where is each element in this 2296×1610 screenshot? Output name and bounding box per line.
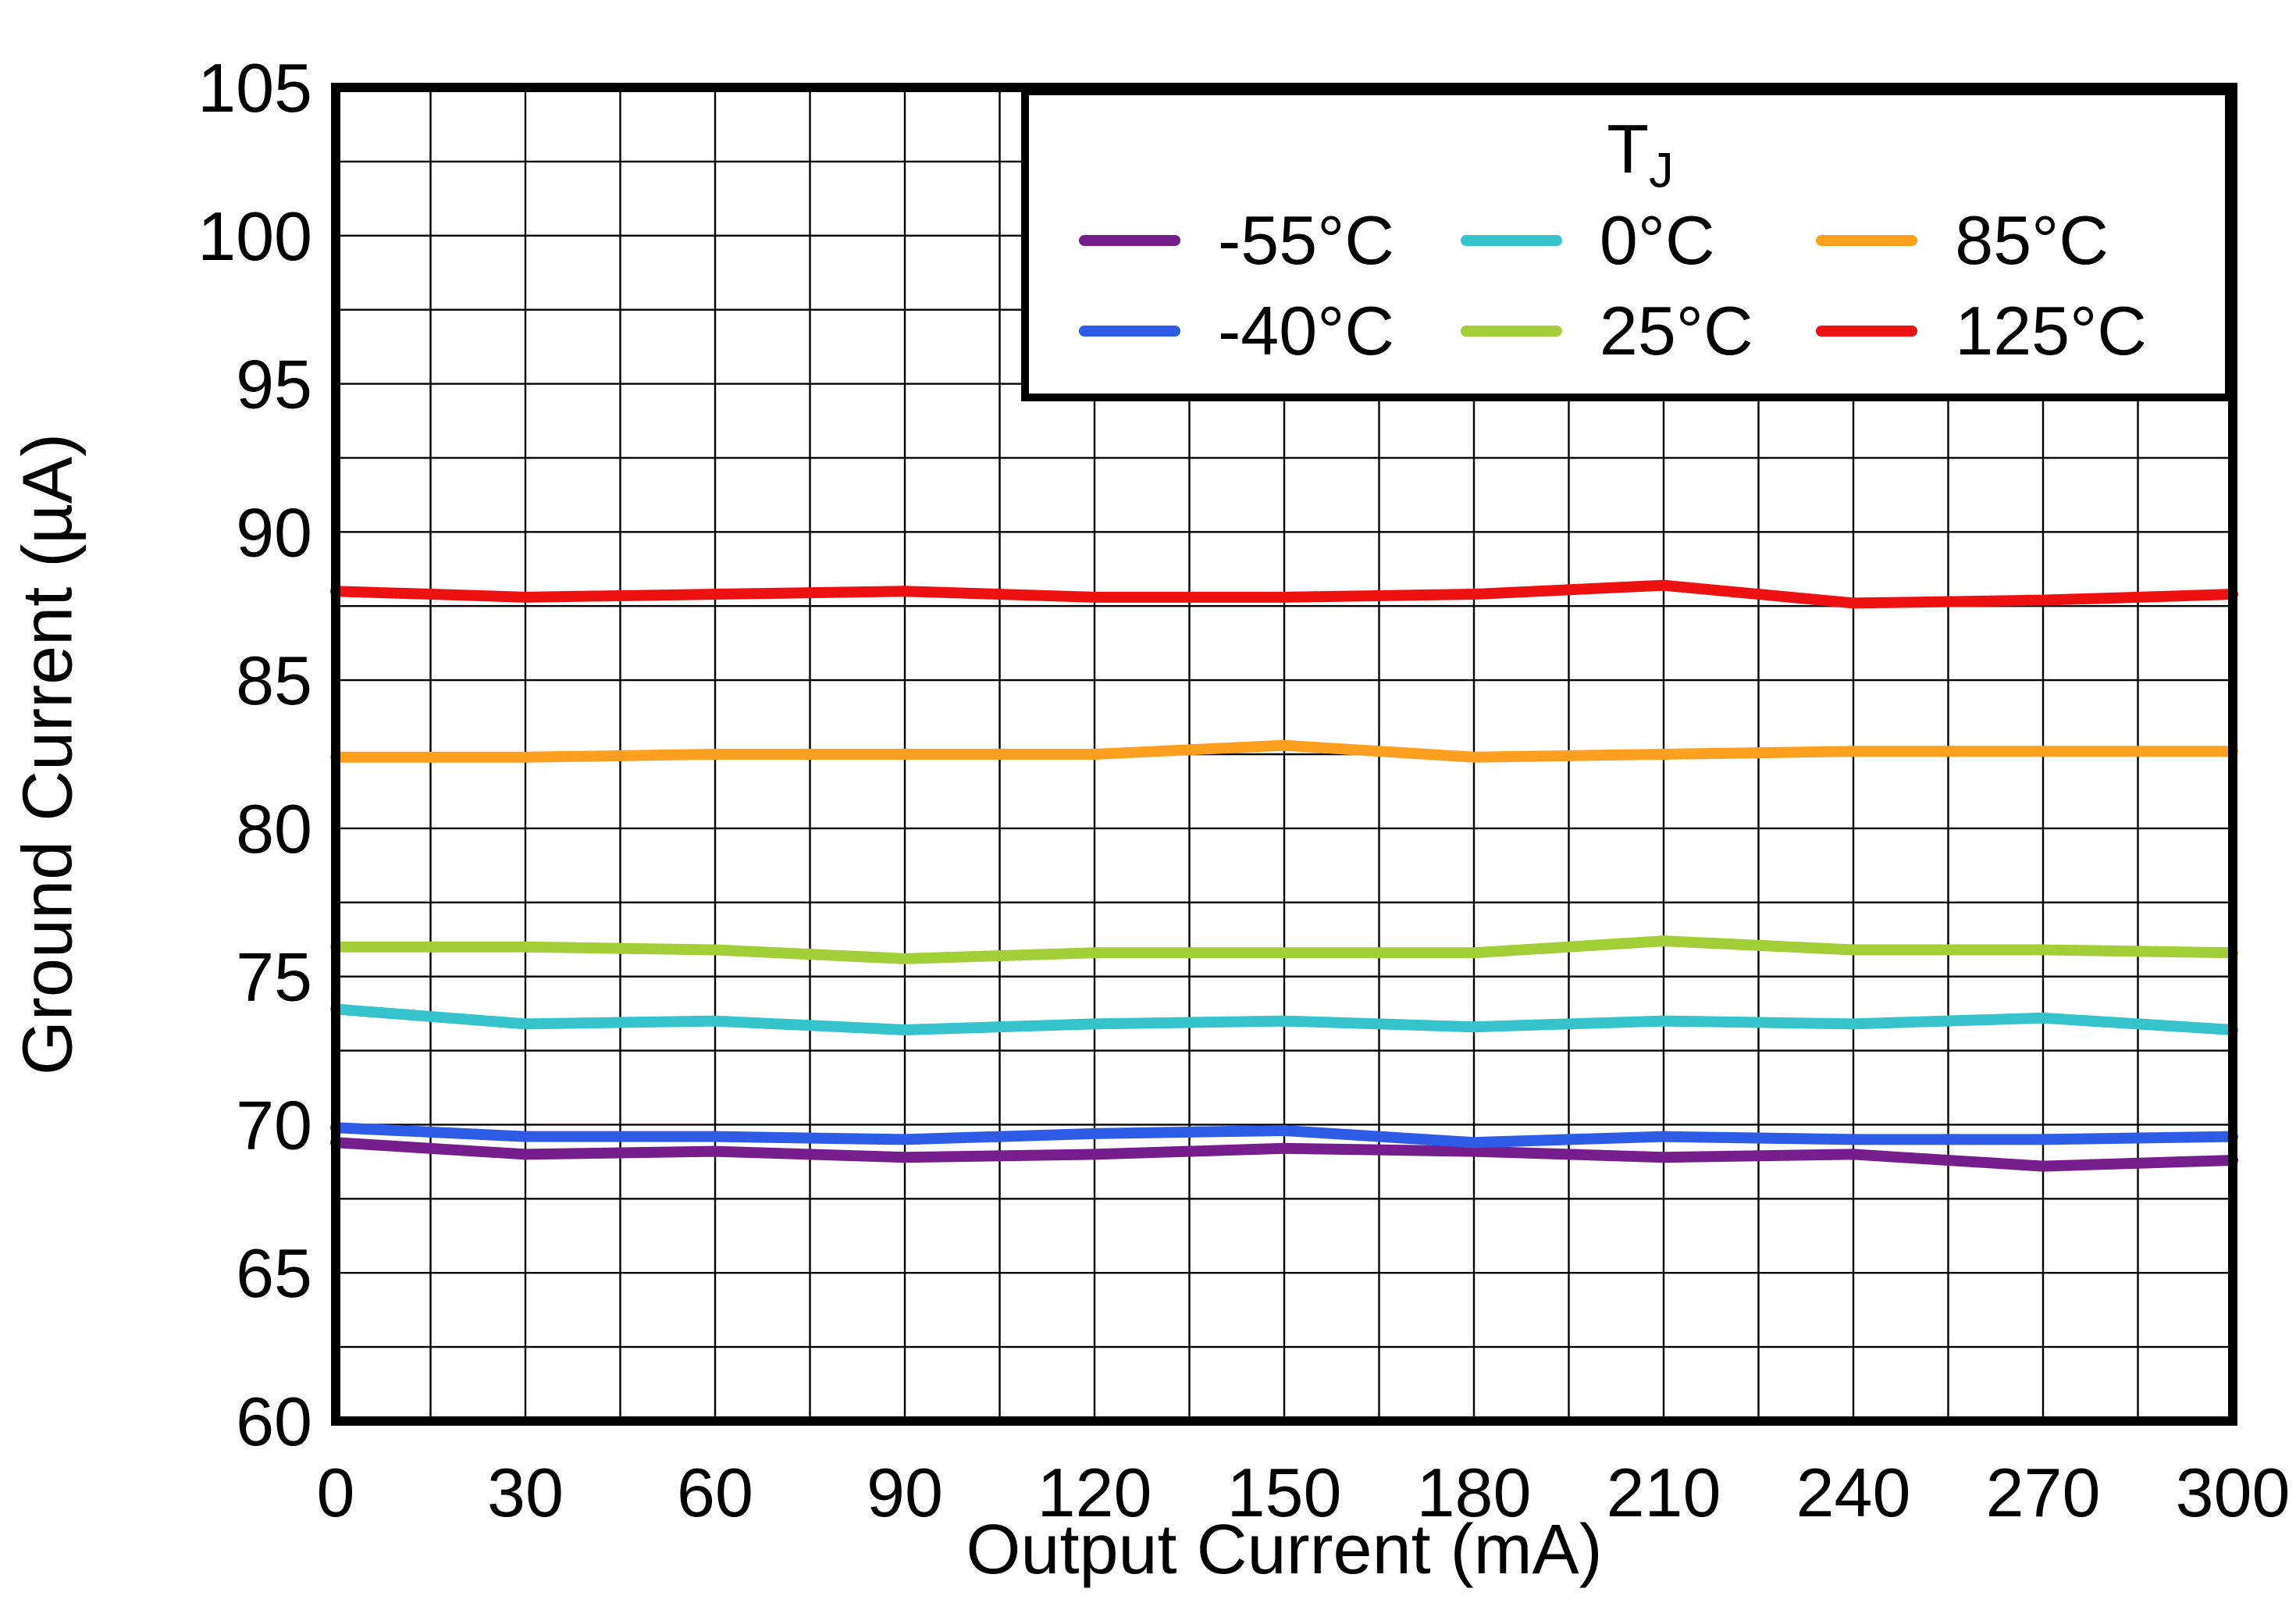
y-tick-label: 95 [236, 346, 312, 423]
legend-title-main: T [1607, 110, 1650, 187]
y-tick-label: 105 [198, 49, 312, 126]
legend-item-125C: 125°C [1816, 291, 2202, 371]
legend-title: TJ [1079, 103, 2202, 198]
y-tick-label: 90 [236, 493, 312, 571]
legend-label-85C: 85°C [1955, 201, 2109, 279]
legend-item--55C: -55°C [1079, 201, 1461, 280]
y-tick-label: 75 [236, 939, 312, 1016]
series-line-0C [330, 1003, 2238, 1035]
series-line-85C [330, 739, 2238, 763]
series-line-25C [330, 935, 2238, 964]
legend-item-25C: 25°C [1460, 291, 1816, 371]
axis-layer: 0 30 60 90 120 150 180 210 240 270 300 60 65 70 75 80 85… [198, 49, 2290, 1531]
legend-item-85C: 85°C [1816, 201, 2202, 280]
legend: TJ -55°C 0°C 85°C -40°C 25°C 125°C [1021, 87, 2233, 401]
y-axis-title: Ground Current (µA) [9, 433, 87, 1076]
series-line--55C [330, 1137, 2238, 1172]
legend-label-125C: 125°C [1955, 292, 2147, 369]
legend-label--40C: -40°C [1218, 292, 1394, 369]
legend-swatch-85C [1816, 235, 1918, 246]
series-layer [330, 579, 2238, 1172]
x-tick-label: 30 [487, 1454, 564, 1531]
y-tick-label: 65 [236, 1234, 312, 1312]
legend-swatch-0C [1460, 235, 1562, 246]
x-axis-title: Output Current (mA) [966, 1511, 1603, 1589]
y-tick-label: 85 [236, 642, 312, 719]
legend-swatch-125C [1816, 326, 1918, 337]
x-tick-label: 60 [677, 1454, 753, 1531]
x-tick-label: 210 [1607, 1454, 1721, 1531]
series-line--40C [330, 1122, 2238, 1149]
legend-label--55C: -55°C [1218, 201, 1394, 279]
x-tick-label: 90 [867, 1454, 943, 1531]
legend-item--40C: -40°C [1079, 291, 1461, 371]
legend-label-0C: 0°C [1599, 201, 1715, 279]
legend-label-25C: 25°C [1599, 292, 1753, 369]
y-tick-label: 100 [198, 198, 312, 275]
x-tick-label: 240 [1796, 1454, 1911, 1531]
y-tick-label: 60 [236, 1383, 312, 1460]
legend-grid: -55°C 0°C 85°C -40°C 25°C 125°C [1079, 195, 2202, 376]
x-tick-label: 270 [1986, 1454, 2101, 1531]
x-tick-label: 150 [1227, 1454, 1342, 1531]
legend-swatch-25C [1460, 326, 1562, 337]
y-tick-label: 80 [236, 790, 312, 867]
y-tick-label: 70 [236, 1086, 312, 1163]
legend-swatch--40C [1079, 326, 1180, 337]
legend-swatch--55C [1079, 235, 1180, 246]
legend-title-sub: J [1649, 143, 1674, 198]
x-tick-label: 180 [1417, 1454, 1532, 1531]
legend-item-0C: 0°C [1460, 201, 1816, 280]
x-tick-label: 0 [317, 1454, 355, 1531]
x-tick-label: 120 [1038, 1454, 1152, 1531]
x-tick-label: 300 [2176, 1454, 2291, 1531]
series-line-125C [330, 579, 2238, 609]
